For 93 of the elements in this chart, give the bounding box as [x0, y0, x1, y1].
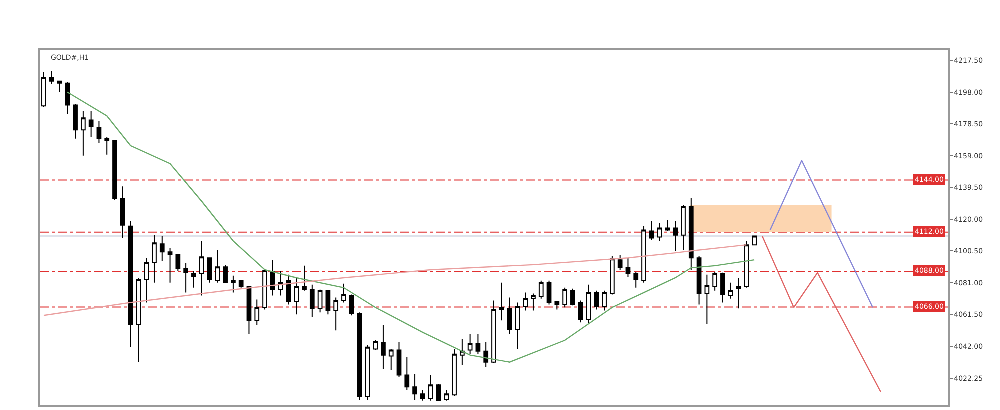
- candlestick: [420, 390, 426, 402]
- candlestick: [49, 71, 54, 85]
- candlestick: [57, 80, 62, 93]
- candlestick: [673, 220, 678, 252]
- candlestick: [728, 282, 734, 300]
- candlestick: [665, 220, 670, 232]
- candlestick: [73, 104, 78, 140]
- candlestick: [310, 284, 315, 318]
- candlestick: [128, 220, 134, 348]
- candlestick: [88, 110, 94, 138]
- candlestick: [365, 344, 370, 400]
- candlestick: [223, 264, 228, 284]
- candlestick: [294, 277, 300, 316]
- candlestick: [96, 120, 102, 144]
- candlestick: [342, 283, 346, 304]
- candlestick: [136, 277, 142, 363]
- candlestick: [570, 288, 576, 306]
- candlestick: [357, 312, 362, 400]
- candlestick: [254, 299, 260, 326]
- candlestick: [744, 240, 750, 288]
- candlestick: [586, 284, 592, 326]
- candlestick: [626, 258, 631, 278]
- candlestick: [184, 262, 188, 294]
- candlestick: [160, 236, 165, 262]
- candlestick: [720, 272, 726, 304]
- candlestick: [460, 338, 465, 366]
- candlestick: [231, 275, 236, 294]
- candlestick: [649, 220, 654, 241]
- candlestick: [246, 286, 252, 335]
- line-series: [762, 236, 882, 393]
- candlestick: [452, 348, 457, 397]
- candlestick: [388, 348, 394, 371]
- candlestick: [484, 342, 489, 368]
- candlestick: [436, 384, 442, 402]
- candlestick: [546, 280, 552, 306]
- candlestick: [602, 290, 607, 312]
- candlestick: [736, 277, 742, 310]
- candlestick: [412, 374, 418, 400]
- candlestick: [238, 279, 244, 288]
- candlestick: [262, 270, 268, 310]
- candlestick: [396, 342, 402, 378]
- candlestick: [42, 72, 46, 108]
- candlestick: [476, 334, 481, 355]
- candlestick: [610, 256, 615, 296]
- candlestick: [215, 250, 220, 284]
- candlestick: [681, 205, 686, 251]
- candlestick: [349, 294, 354, 316]
- candlestick: [381, 325, 386, 370]
- line-series: [43, 244, 748, 316]
- candlestick: [712, 271, 718, 292]
- candlestick: [538, 280, 544, 300]
- candlestick: [507, 297, 512, 335]
- candlestick: [642, 226, 646, 284]
- candlestick: [192, 270, 196, 288]
- candlestick: [531, 293, 536, 312]
- candlestick: [65, 82, 70, 115]
- candlestick: [104, 136, 110, 156]
- candlestick: [270, 260, 276, 296]
- candlestick: [144, 258, 150, 304]
- candlestick: [176, 254, 181, 272]
- candlestick: [634, 271, 639, 288]
- candlestick: [578, 300, 584, 324]
- candlestick: [594, 290, 600, 310]
- candlestick: [80, 110, 86, 156]
- candlestick: [302, 265, 307, 292]
- line-series: [67, 92, 756, 363]
- candlestick: [523, 292, 528, 312]
- candlestick: [199, 240, 204, 296]
- candlestick: [334, 297, 339, 332]
- candlestick: [428, 374, 434, 402]
- candlestick: [618, 254, 623, 270]
- candlestick: [326, 290, 331, 316]
- candlestick: [168, 248, 173, 284]
- candlestick: [152, 234, 157, 284]
- candlestick: [492, 300, 496, 364]
- candlestick: [404, 356, 410, 391]
- candlestick: [207, 258, 212, 284]
- candlestick: [499, 282, 504, 322]
- candlestick: [515, 302, 520, 350]
- candlestick: [278, 270, 284, 296]
- candlestick: [112, 140, 118, 201]
- candlestick: [688, 198, 694, 270]
- candlestick: [444, 390, 450, 402]
- candlestick: [373, 340, 378, 351]
- candlestick: [696, 256, 702, 306]
- candlestick: [468, 334, 473, 355]
- candlestick: [120, 186, 126, 239]
- candlestick: [704, 274, 710, 326]
- candlestick: [752, 236, 757, 246]
- candlestick: [318, 289, 323, 314]
- candlestick: [657, 222, 662, 242]
- candlestick: [554, 301, 560, 310]
- candlestick: [562, 287, 568, 308]
